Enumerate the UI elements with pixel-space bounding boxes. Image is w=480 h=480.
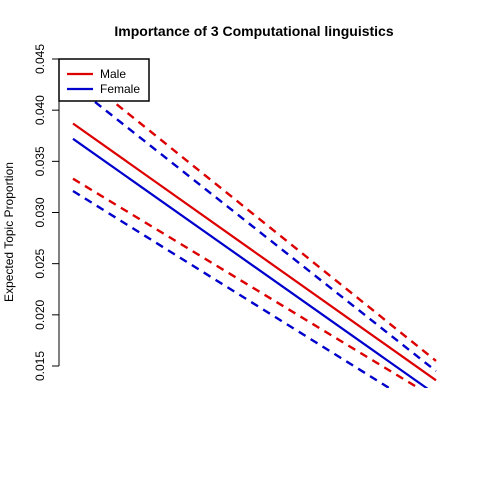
- legend-label-male: Male: [100, 67, 126, 81]
- legend-box: [58, 58, 150, 102]
- male-estimate-line: [72, 122, 437, 382]
- y-tick-label: 0.015: [33, 351, 47, 381]
- y-tick-label: 0.020: [33, 299, 47, 329]
- series-layer: [72, 68, 437, 388]
- y-tick-label: 0.025: [33, 248, 47, 278]
- y-tick-label: 0.030: [33, 197, 47, 227]
- male-lower-bound-line: [72, 177, 421, 388]
- male-upper-bound-line: [72, 68, 437, 362]
- y-axis-label: Expected Topic Proportion: [2, 162, 16, 302]
- legend: Male Female: [58, 58, 150, 102]
- y-tick-label: 0.035: [33, 146, 47, 176]
- y-tick-label: 0.045: [33, 44, 47, 74]
- legend-label-female: Female: [100, 82, 140, 96]
- female-upper-bound-line: [72, 83, 437, 373]
- chart-title: Importance of 3 Computational linguistic…: [114, 23, 393, 39]
- female-estimate-line: [72, 137, 429, 388]
- y-axis: 0.015 0.020 0.025 0.030 0.035 0.040 0.045: [33, 44, 60, 381]
- y-tick-label: 0.040: [33, 95, 47, 125]
- female-lower-bound-line: [72, 189, 392, 388]
